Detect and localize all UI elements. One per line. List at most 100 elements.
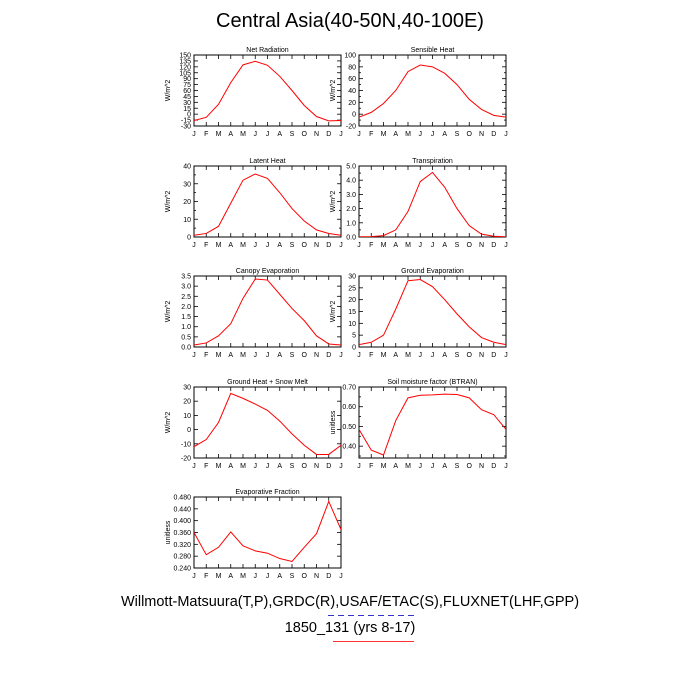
x-tick-label: M [240, 131, 246, 138]
x-tick-label: A [277, 573, 282, 580]
y-tick-label: 20 [348, 297, 356, 304]
x-tick-label: D [491, 463, 496, 470]
chart-title: Net Radiation [246, 47, 289, 54]
x-tick-label: D [326, 463, 331, 470]
x-tick-label: S [290, 352, 295, 359]
x-tick-label: D [491, 242, 496, 249]
y-tick-label: 150 [179, 53, 191, 60]
x-tick-label: A [228, 573, 233, 580]
y-tick-label: 5.0 [346, 164, 356, 171]
x-tick-label: M [216, 131, 222, 138]
x-tick-label: D [326, 573, 331, 580]
x-tick-label: J [357, 131, 361, 138]
y-tick-label: 5 [352, 333, 356, 340]
chart-title: Soil moisture factor (BTRAN) [387, 379, 477, 386]
chart-panel-5: Canopy Evaporation 0.0 0.5 1.0 1.5 2.0 2.5 3.0 3… [165, 268, 343, 359]
y-tick-label: 30 [183, 181, 191, 188]
y-tick-label: 0.400 [173, 518, 191, 525]
x-tick-label: A [442, 463, 447, 470]
y-tick-label: 135 [179, 58, 191, 65]
x-tick-label: A [393, 131, 398, 138]
x-tick-label: J [419, 242, 423, 249]
y-tick-label: 45 [183, 94, 191, 101]
x-tick-label: D [326, 131, 331, 138]
x-tick-label: J [254, 463, 258, 470]
x-tick-label: N [479, 131, 484, 138]
x-tick-label: S [290, 242, 295, 249]
y-tick-label: 3.5 [181, 274, 191, 281]
y-tick-label: 0.480 [173, 495, 191, 502]
x-tick-label: F [204, 573, 208, 580]
x-tick-label: N [479, 463, 484, 470]
x-tick-label: J [266, 352, 270, 359]
x-tick-label: O [467, 242, 473, 249]
y-tick-label: 20 [183, 399, 191, 406]
x-tick-label: N [314, 242, 319, 249]
x-tick-label: O [467, 463, 473, 470]
y-tick-label: 2.0 [181, 304, 191, 311]
y-tick-label: 15 [183, 106, 191, 113]
x-tick-label: J [339, 242, 343, 249]
y-tick-label: 0.50 [342, 424, 356, 431]
x-tick-label: O [467, 352, 473, 359]
y-tick-label: 0.320 [173, 542, 191, 549]
y-tick-label: 80 [348, 64, 356, 71]
x-tick-label: S [290, 573, 295, 580]
y-tick-label: -20 [346, 124, 356, 131]
y-tick-label: 20 [183, 199, 191, 206]
x-tick-label: M [240, 242, 246, 249]
x-tick-label: S [455, 131, 460, 138]
x-tick-label: J [192, 242, 196, 249]
x-tick-label: O [302, 352, 308, 359]
x-tick-label: A [393, 463, 398, 470]
x-tick-label: A [393, 242, 398, 249]
x-tick-label: M [216, 242, 222, 249]
x-tick-label: D [326, 352, 331, 359]
x-tick-label: F [204, 463, 208, 470]
chart-title: Evaporative Fraction [235, 489, 299, 496]
y-tick-label: -30 [181, 124, 191, 131]
x-tick-label: D [491, 352, 496, 359]
y-tick-label: 0.0 [346, 235, 356, 242]
chart-title: Ground Heat + Snow Melt [227, 379, 308, 386]
y-tick-label: 2.5 [181, 294, 191, 301]
x-tick-label: M [405, 463, 411, 470]
x-tick-label: N [314, 352, 319, 359]
y-tick-label: -10 [181, 441, 191, 448]
chart-panel-1: Net Radiation -30-15015304560759010512013… [165, 47, 343, 138]
x-tick-label: A [228, 131, 233, 138]
x-tick-label: N [479, 352, 484, 359]
x-tick-label: S [290, 131, 295, 138]
y-tick-label: 0.240 [173, 566, 191, 573]
chart-title: Sensible Heat [411, 47, 455, 54]
y-tick-label: 15 [348, 309, 356, 316]
y-tick-label: 0.5 [181, 334, 191, 341]
x-tick-label: J [419, 352, 423, 359]
x-tick-label: J [192, 352, 196, 359]
x-tick-label: D [326, 242, 331, 249]
x-tick-label: M [216, 463, 222, 470]
y-tick-label: 75 [183, 82, 191, 89]
y-tick-label: 30 [348, 274, 356, 281]
x-tick-label: J [266, 242, 270, 249]
y-axis-label: unitless [330, 410, 337, 434]
x-tick-label: A [277, 463, 282, 470]
y-tick-label: 0 [187, 427, 191, 434]
x-tick-label: J [504, 463, 508, 470]
x-tick-label: J [339, 131, 343, 138]
x-tick-label: A [277, 242, 282, 249]
x-tick-label: A [277, 352, 282, 359]
x-tick-label: J [431, 352, 435, 359]
y-tick-label: 4.0 [346, 178, 356, 185]
chart-title: Canopy Evaporation [236, 268, 300, 275]
x-tick-label: F [204, 242, 208, 249]
y-tick-label: 0.60 [342, 404, 356, 411]
x-tick-label: O [302, 242, 308, 249]
y-tick-label: 0 [187, 235, 191, 242]
y-tick-label: 25 [348, 285, 356, 292]
x-tick-label: J [419, 131, 423, 138]
